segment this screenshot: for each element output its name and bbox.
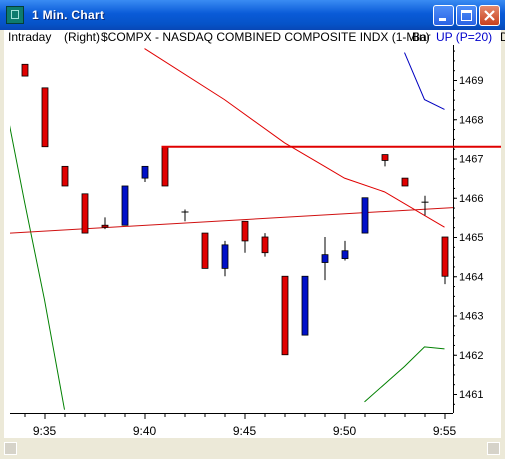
header-chart-style: Bar xyxy=(412,30,431,44)
x-tick-label: 9:50 xyxy=(333,424,357,438)
lower-band-line-left xyxy=(10,125,65,410)
bar-body xyxy=(161,146,169,187)
y-tick-label: 1466 xyxy=(459,193,483,205)
bar-body xyxy=(221,244,229,269)
bar-body xyxy=(61,165,69,187)
bar-body xyxy=(121,185,129,226)
x-tick-label: 9:45 xyxy=(233,424,257,438)
close-icon xyxy=(484,10,495,21)
header-scale: (Right) xyxy=(64,30,101,44)
chart-header: Intraday (Right) $COMPX - NASDAQ COMBINE… xyxy=(4,30,505,45)
maximize-icon xyxy=(461,10,472,21)
y-tick-label: 1463 xyxy=(459,311,483,323)
bar-body xyxy=(141,165,149,179)
bar-body xyxy=(401,177,409,187)
scroll-right-button[interactable] xyxy=(487,442,500,455)
minimize-icon xyxy=(439,18,446,21)
upper-band-line xyxy=(404,52,445,110)
window-title: 1 Min. Chart xyxy=(32,8,105,22)
bar-body xyxy=(361,197,369,234)
regression-line xyxy=(10,207,453,234)
x-tick-label: 9:40 xyxy=(133,424,157,438)
header-indicator: UP (P=20) xyxy=(436,30,493,44)
title-bar[interactable]: 1 Min. Chart xyxy=(0,0,505,30)
scroll-left-button[interactable] xyxy=(4,442,17,455)
header-symbol: $COMPX - NASDAQ COMBINED COMPOSITE INDX … xyxy=(101,30,430,44)
bar-body xyxy=(21,63,29,77)
mid-band-line xyxy=(144,48,445,228)
y-tick-label: 1464 xyxy=(459,271,483,283)
chart-area[interactable]: 9:35 9:40 9:45 9:50 9:55 1469 1468 1467 1466 1465… xyxy=(4,45,501,438)
maximize-button[interactable] xyxy=(456,5,477,26)
y-tick-label: 1462 xyxy=(459,350,483,362)
bar-body xyxy=(441,236,449,277)
y-tick-label: 1468 xyxy=(459,114,483,126)
bar-body xyxy=(81,193,89,234)
bar-body xyxy=(341,250,349,259)
header-mode: Intraday xyxy=(8,30,52,44)
x-tick-label: 9:55 xyxy=(433,424,457,438)
price-chart[interactable]: 9:35 9:40 9:45 9:50 9:55 1469 1468 1467 1466 1465… xyxy=(4,45,501,438)
header-extra: D xyxy=(500,30,505,44)
bar-body xyxy=(101,224,109,228)
y-tick-label: 1469 xyxy=(459,75,483,87)
lower-band-line-right xyxy=(364,346,445,403)
minimize-button[interactable] xyxy=(433,5,454,26)
horizontal-scrollbar[interactable] xyxy=(0,438,505,459)
bar-body xyxy=(381,154,389,161)
x-tick-label: 9:35 xyxy=(33,424,57,438)
bar-body xyxy=(201,232,209,269)
plot-layer xyxy=(10,48,453,410)
bar-body xyxy=(261,236,269,254)
y-tick-label: 1461 xyxy=(459,389,483,401)
close-button[interactable] xyxy=(479,5,500,26)
bar-body xyxy=(301,275,309,336)
chart-app-icon[interactable] xyxy=(6,6,24,24)
bar-body xyxy=(321,254,329,263)
y-tick-label: 1467 xyxy=(459,154,483,166)
bar-body xyxy=(241,220,249,242)
bar-body xyxy=(281,275,289,356)
y-tick-label: 1465 xyxy=(459,232,483,244)
bar-body xyxy=(41,87,49,148)
